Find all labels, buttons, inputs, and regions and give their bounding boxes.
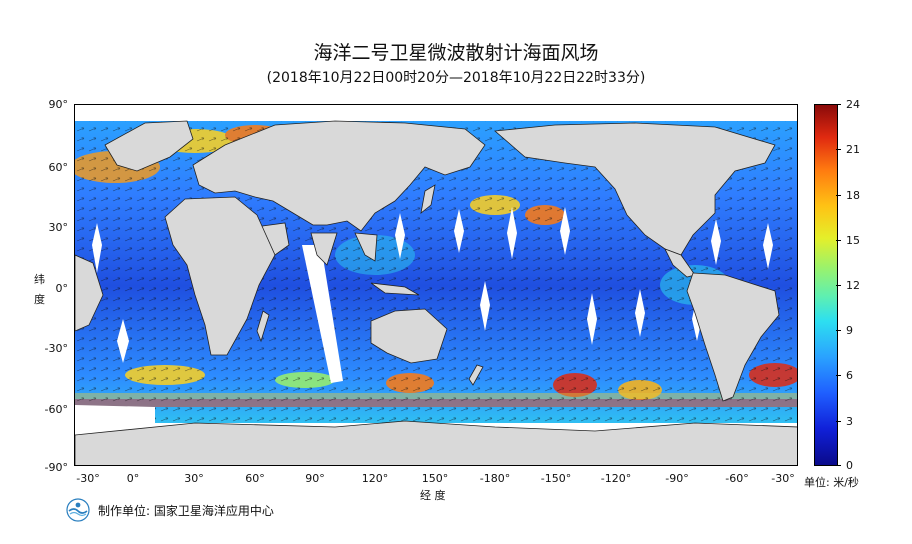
lat-tick-label: 60° xyxy=(48,161,69,174)
lon-tick-label: -60° xyxy=(725,472,749,485)
colorbar-tick-mark xyxy=(836,375,841,376)
lat-axis-title: 纬 度 xyxy=(34,273,45,306)
producer-text: 制作单位: 国家卫星海洋应用中心 xyxy=(98,503,274,518)
lat-tick-label: 30° xyxy=(48,221,69,234)
land-masses xyxy=(75,120,797,465)
lon-tick-label: -150° xyxy=(540,472,572,485)
lon-tick-label: -30° xyxy=(76,472,100,485)
colorbar-tick-label: 15 xyxy=(846,234,860,247)
lon-axis-title: 经 度 xyxy=(420,489,446,502)
colorbar-tick-mark xyxy=(836,285,841,286)
lon-tick-label: 120° xyxy=(361,472,389,485)
map-subtitle: (2018年10月22日00时20分—2018年10月22日22时33分) xyxy=(266,70,646,86)
lon-tick-label: 150° xyxy=(421,472,449,485)
map-title: 海洋二号卫星微波散射计海面风场 xyxy=(313,42,599,64)
lon-tick-label: 0° xyxy=(126,472,140,485)
lon-tick-label: 30° xyxy=(184,472,204,485)
nsoas-logo-icon xyxy=(66,498,90,522)
wind-field-map xyxy=(74,104,798,466)
colorbar-tick-label: 0 xyxy=(846,459,853,472)
lat-tick-label: 90° xyxy=(48,98,69,111)
colorbar-tick-mark xyxy=(836,465,841,466)
colorbar-tick-label: 24 xyxy=(846,98,860,111)
colorbar-tick-label: 18 xyxy=(846,189,860,202)
colorbar-tick-mark xyxy=(836,195,841,196)
colorbar-tick-label: 3 xyxy=(846,415,853,428)
lat-tick-label: -60° xyxy=(44,403,68,416)
colorbar-tick-label: 21 xyxy=(846,143,860,156)
lon-tick-label: -120° xyxy=(600,472,632,485)
lon-tick-label: -90° xyxy=(665,472,689,485)
colorbar-tick-mark xyxy=(836,240,841,241)
lat-tick-label: 0° xyxy=(55,282,69,295)
colorbar-tick-mark xyxy=(836,421,841,422)
wind-speed-colorbar xyxy=(814,104,838,466)
colorbar-tick-mark xyxy=(836,104,841,105)
colorbar-tick-mark xyxy=(836,330,841,331)
lon-tick-label: 90° xyxy=(305,472,325,485)
lon-tick-label: 60° xyxy=(245,472,265,485)
colorbar-tick-label: 6 xyxy=(846,369,853,382)
map-canvas xyxy=(75,105,797,465)
colorbar-tick-label: 12 xyxy=(846,279,860,292)
colorbar-tick-mark xyxy=(836,149,841,150)
producer-credit: 制作单位: 国家卫星海洋应用中心 xyxy=(66,497,274,523)
unit-label: 单位: 米/秒 xyxy=(804,476,859,489)
lat-tick-label: -30° xyxy=(44,342,68,355)
lon-tick-label: -30° xyxy=(771,472,795,485)
lon-tick-label: -180° xyxy=(479,472,511,485)
colorbar-tick-label: 9 xyxy=(846,324,853,337)
lat-tick-label: -90° xyxy=(44,461,68,474)
